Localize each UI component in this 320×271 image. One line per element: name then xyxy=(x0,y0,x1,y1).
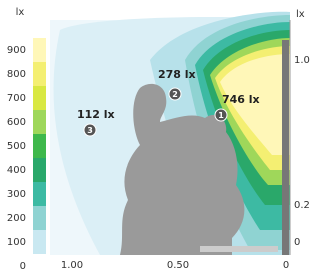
legend-swatch xyxy=(33,134,46,158)
legend-label: 600 xyxy=(7,117,26,128)
legend-swatch xyxy=(33,158,46,182)
right-bar xyxy=(282,40,289,255)
bottom-axis-label: 0.50 xyxy=(167,260,189,271)
legend-label: 400 xyxy=(7,165,26,176)
legend-label: 900 xyxy=(7,45,26,56)
legend-swatch xyxy=(33,110,46,134)
legend-swatch xyxy=(33,86,46,110)
legend-swatch xyxy=(33,182,46,206)
right-axis-unit: lx xyxy=(296,9,305,20)
legend-swatch xyxy=(33,62,46,86)
legend-swatch xyxy=(33,206,46,230)
legend-label: 200 xyxy=(7,213,26,224)
reading-marker-number: 3 xyxy=(87,126,93,135)
reading-label: 746 lx xyxy=(222,93,260,106)
legend-label: 300 xyxy=(7,189,26,200)
reading-marker-number: 1 xyxy=(218,111,224,120)
legend-swatch xyxy=(33,230,46,254)
reading-marker-number: 2 xyxy=(172,90,178,99)
right-axis-label: 0 xyxy=(294,237,300,248)
right-axis-label: 0.2 xyxy=(294,200,310,211)
legend: lx 900 800 700 600 500 400 300 200 100 0 xyxy=(7,7,46,271)
scroll-thumb[interactable] xyxy=(200,246,278,252)
legend-zero: 0 xyxy=(20,261,26,271)
right-axis-label: 1.0 xyxy=(294,55,310,66)
legend-label: 700 xyxy=(7,93,26,104)
legend-swatch xyxy=(33,38,46,62)
legend-label: 800 xyxy=(7,69,26,80)
reading-label: 278 lx xyxy=(158,68,196,81)
legend-unit: lx xyxy=(16,7,25,18)
legend-label: 100 xyxy=(7,237,26,248)
bottom-axis-label: 0 xyxy=(283,260,289,271)
reading-label: 112 lx xyxy=(77,108,115,121)
bottom-axis-label: 1.00 xyxy=(61,260,83,271)
legend-label: 500 xyxy=(7,141,26,152)
